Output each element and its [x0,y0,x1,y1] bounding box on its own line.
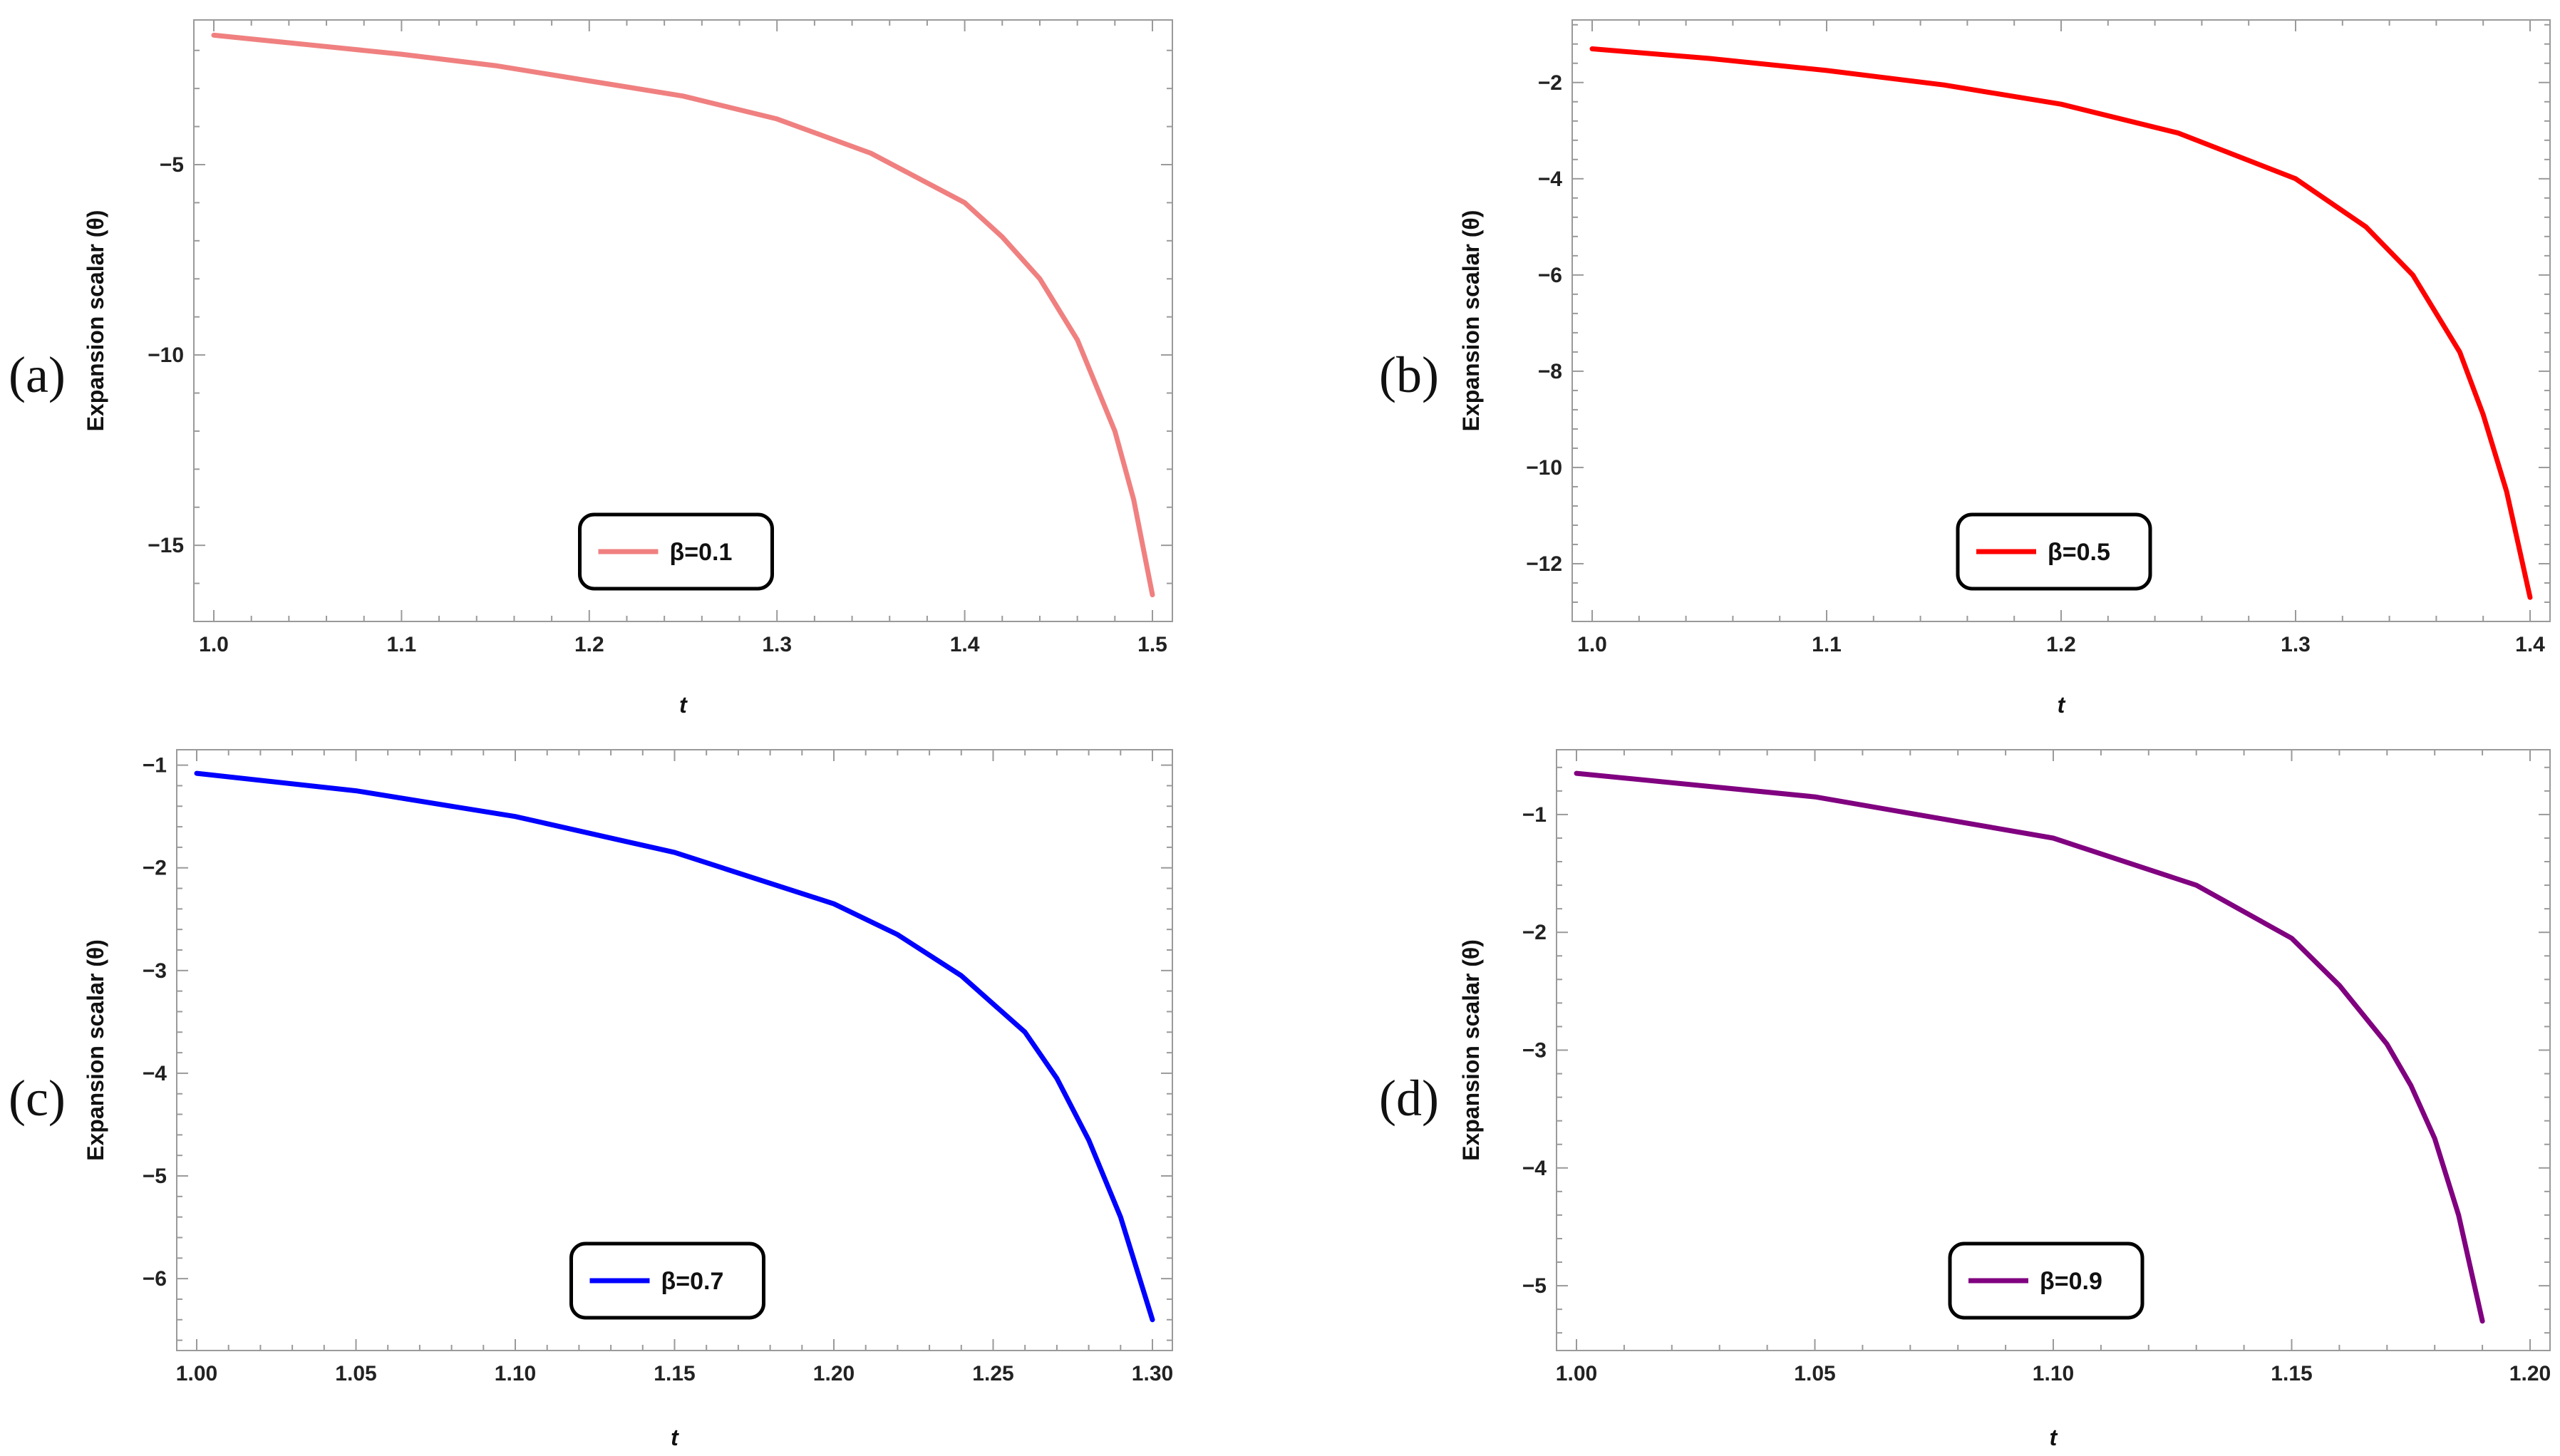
panel-label: (c) [9,1070,66,1127]
series-line [1589,46,2533,600]
y-tick-label: −4 [1538,167,1563,191]
y-tick-label: −1 [1522,803,1547,827]
y-tick-label: −3 [143,959,167,983]
legend-box [569,1241,765,1320]
x-tick-label: 1.00 [1556,1362,1597,1385]
series-line [194,770,1155,1323]
legend-label: β=0.1 [670,539,733,566]
legend-label: β=0.9 [2040,1268,2102,1295]
x-tick-label: 1.5 [1137,633,1167,656]
y-tick-label: −5 [160,153,184,177]
x-tick-label: 1.4 [950,633,980,656]
series-line [1574,770,2485,1324]
x-tick-label: 1.05 [335,1362,376,1385]
y-axis-label: Expansion scalar (θ) [83,210,108,432]
x-tick-label: 1.15 [654,1362,695,1385]
y-tick-label: −2 [143,857,167,880]
y-axis-label: Expansion scalar (θ) [1458,210,1484,432]
y-tick-label: −10 [1526,456,1562,480]
y-tick-label: −2 [1522,921,1547,944]
panel-label: (b) [1379,346,1439,403]
legend-box [1956,512,2152,591]
y-tick-label: −12 [1526,552,1562,576]
y-tick-label: −1 [143,754,167,778]
x-axis-label: t [2058,692,2066,718]
y-tick-label: −3 [1522,1039,1547,1063]
y-tick-label: −6 [1538,264,1562,287]
chart-panel-b: 1.0 1.1 1.2 1.3 1.4 −2 −4 −6 −8 −10 −12 t Expansion … [1379,19,2551,718]
x-tick-label: 1.2 [574,633,604,656]
legend: β=0.1 [578,512,774,591]
x-axis-label: t [671,1425,679,1450]
y-tick-label: −4 [143,1062,167,1085]
y-tick-label: −5 [143,1165,167,1188]
x-axis-label: t [679,692,688,718]
chart-panel-a: 1.0 1.1 1.2 1.3 1.4 1.5 −5 −10 −15 t Expansion sca… [9,19,1173,718]
x-tick-label: 1.0 [199,633,229,656]
y-axis-label: Expansion scalar (θ) [1458,939,1484,1161]
x-tick-label: 1.2 [2046,633,2076,656]
x-tick-label: 1.3 [762,633,792,656]
x-tick-label: 1.3 [2281,633,2311,656]
y-tick-label: −5 [1522,1274,1547,1298]
x-axis-label: t [2050,1425,2058,1450]
x-tick-label: 1.0 [1577,633,1607,656]
legend: β=0.7 [569,1241,765,1320]
x-tick-label: 1.10 [495,1362,536,1385]
x-tick-label: 1.1 [387,633,417,656]
plot-frame [193,19,1173,622]
x-tick-label: 1.1 [1812,633,1842,656]
y-tick-label: −8 [1538,360,1562,383]
y-axis-label: Expansion scalar (θ) [83,939,108,1161]
y-tick-label: −6 [143,1267,167,1291]
legend: β=0.5 [1956,512,2152,591]
y-tick-label: −10 [148,344,184,367]
legend: β=0.9 [1948,1241,2144,1320]
panel-label: (a) [9,346,66,403]
x-tick-label: 1.30 [1132,1362,1173,1385]
legend-label: β=0.7 [661,1268,724,1295]
x-tick-label: 1.20 [813,1362,855,1385]
series-line [211,32,1155,598]
x-tick-label: 1.20 [2509,1362,2551,1385]
panel-label: (d) [1379,1070,1439,1127]
x-tick-label: 1.10 [2033,1362,2074,1385]
x-tick-label: 1.00 [176,1362,217,1385]
legend-label: β=0.5 [2048,539,2110,566]
y-tick-label: −15 [148,534,184,557]
chart-panel-c: 1.00 1.05 1.10 1.15 1.20 1.25 1.30 −1 −2 −3 −4 −5 −6… [9,749,1173,1450]
legend-box [1948,1241,2144,1320]
legend-box [578,512,774,591]
x-tick-label: 1.4 [2515,633,2545,656]
y-tick-label: −2 [1538,71,1562,95]
y-tick-label: −4 [1522,1157,1547,1180]
x-tick-label: 1.05 [1794,1362,1835,1385]
chart-panel-d: 1.00 1.05 1.10 1.15 1.20 −1 −2 −3 −4 −5 t Expansion… [1379,749,2551,1450]
x-tick-label: 1.25 [972,1362,1013,1385]
x-tick-label: 1.15 [2271,1362,2312,1385]
